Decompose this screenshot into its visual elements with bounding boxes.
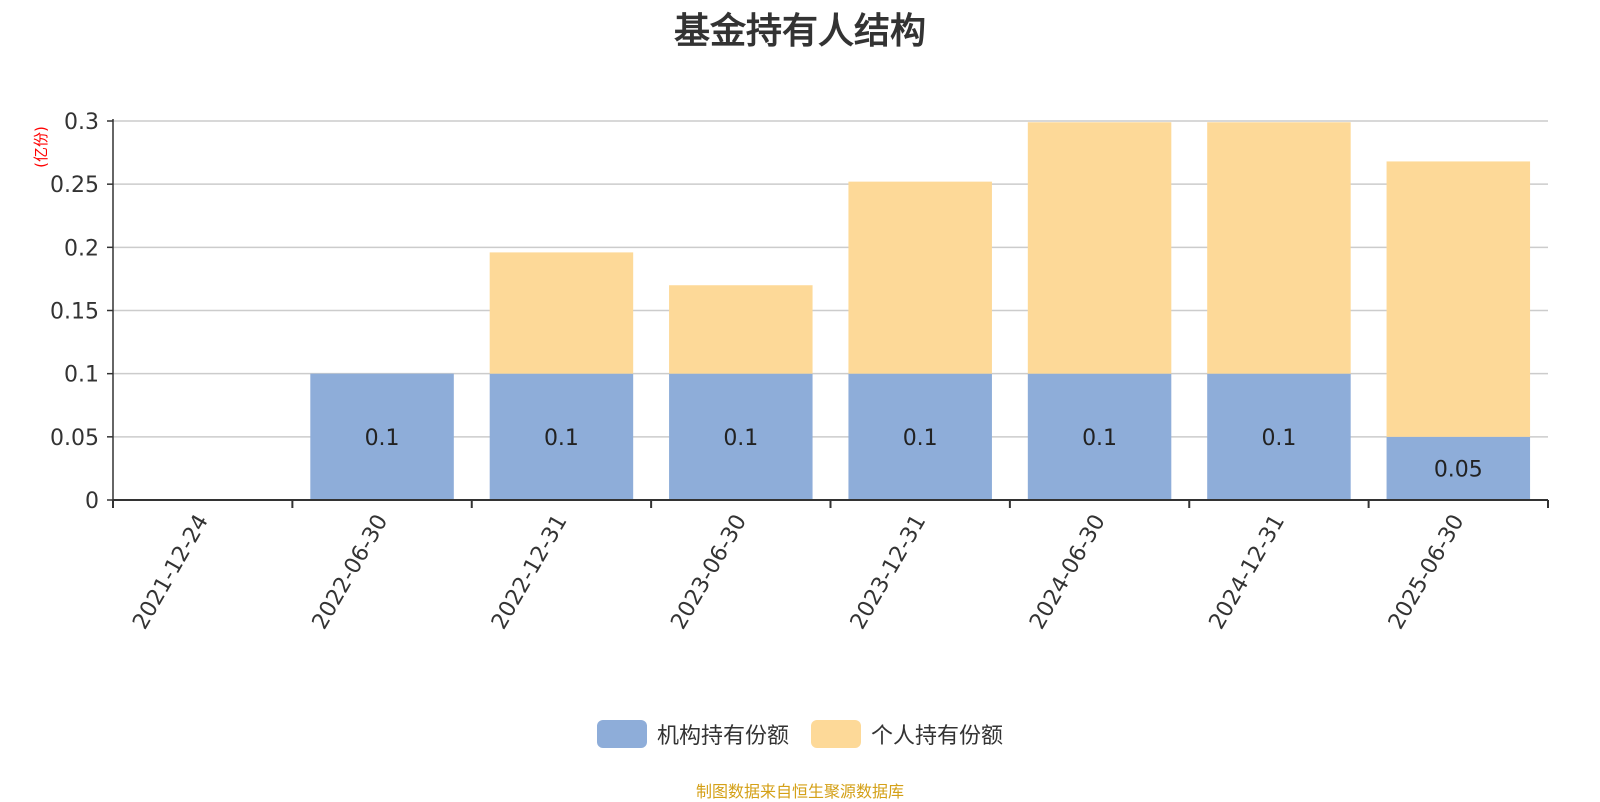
bar-value-label: 0.1 — [544, 426, 579, 451]
chart-title: 基金持有人结构 — [673, 11, 926, 52]
legend-swatch-institution — [596, 720, 647, 748]
legend-item-institution[interactable]: 机构持有份额 — [596, 718, 789, 750]
y-tick-label: 0.1 — [64, 363, 99, 388]
x-tick-label: 2022-06-30 — [308, 511, 394, 634]
legend-label-individual: 个人持有份额 — [871, 724, 1004, 749]
bar-institution — [1207, 373, 1351, 500]
bar-institution — [1027, 373, 1172, 500]
x-tick-label: 2021-12-24 — [128, 511, 214, 634]
bar-value-label: 0.1 — [903, 426, 938, 451]
bar-value-label: 0.1 — [365, 426, 400, 451]
x-tick-label: 2023-06-30 — [666, 511, 752, 634]
stacked-bar-chart: 0 0.05 0.1 0.15 0.2 0.25 0.3 (亿份) 0.1 0.1 0.1 0.1 0.… — [32, 110, 1549, 634]
bar-institution — [1386, 436, 1531, 500]
bar-institution — [310, 373, 454, 500]
chart-legend: 机构持有份额 个人持有份额 — [0, 718, 1600, 750]
bar-individual — [1386, 161, 1531, 437]
y-tick-label: 0.2 — [64, 236, 99, 261]
bar-value-label: 0.1 — [1261, 426, 1296, 451]
y-tick-label: 0.3 — [64, 110, 99, 135]
bar-individual — [669, 285, 813, 374]
y-tick-label: 0.05 — [50, 426, 99, 451]
bar-individual — [848, 181, 992, 374]
x-tick-label: 2024-06-30 — [1025, 511, 1111, 634]
data-source-note: 制图数据来自恒生聚源数据库 — [695, 782, 904, 801]
bar-value-label: 0.1 — [1082, 426, 1117, 451]
y-tick-label: 0.25 — [50, 173, 99, 198]
bar-institution — [489, 373, 634, 500]
legend-label-institution: 机构持有份额 — [656, 724, 789, 749]
x-tick-label: 2023-12-31 — [846, 511, 932, 634]
bar-value-label: 0.1 — [723, 426, 758, 451]
legend-item-individual[interactable]: 个人持有份额 — [811, 718, 1003, 750]
bar-individual — [1207, 122, 1351, 374]
bar-institution — [848, 373, 992, 500]
y-tick-label: 0.15 — [50, 300, 99, 325]
y-tick-label: 0 — [85, 489, 99, 514]
bar-individual — [1027, 122, 1172, 374]
bar-institution — [669, 373, 813, 500]
legend-swatch-individual — [811, 720, 861, 748]
x-tick-label: 2025-06-30 — [1384, 511, 1470, 634]
y-axis-label: (亿份) — [32, 126, 50, 168]
x-tick-label: 2024-12-31 — [1205, 511, 1291, 634]
bar-value-label: 0.05 — [1434, 457, 1483, 482]
bar-individual — [489, 252, 634, 374]
x-tick-label: 2022-12-31 — [487, 511, 573, 634]
